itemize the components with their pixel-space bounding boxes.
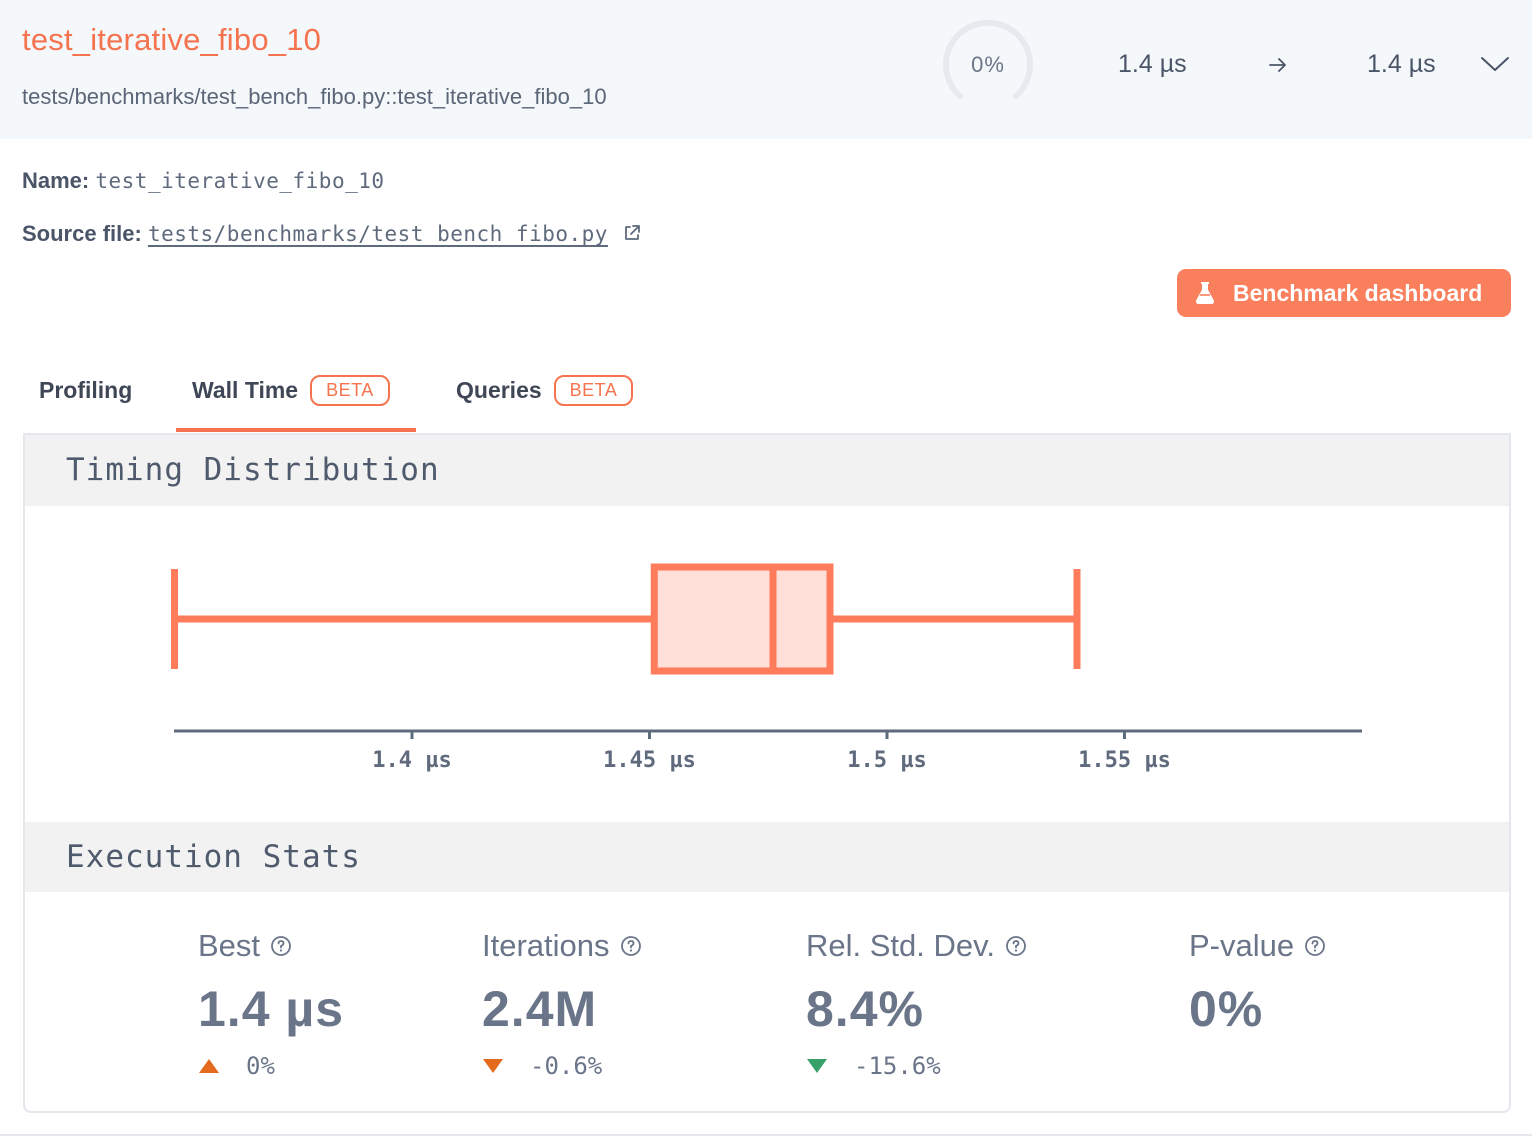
tab-wall-time[interactable]: Wall Time BETA — [192, 375, 390, 406]
stat-change: -15.6% — [806, 1052, 1027, 1080]
stat-label-text: P-value — [1189, 928, 1295, 963]
external-link-icon[interactable] — [622, 223, 642, 243]
change-gauge-icon — [943, 19, 1033, 99]
beta-badge: BETA — [553, 375, 634, 406]
page-divider — [0, 1134, 1532, 1136]
benchmark-path: tests/benchmarks/test_bench_fibo.py::tes… — [22, 84, 607, 109]
help-icon[interactable] — [1005, 935, 1027, 957]
stat-label: Iterations — [482, 928, 642, 964]
benchmark-title: test_iterative_fibo_10 — [22, 22, 322, 57]
name-value: test_iterative_fibo_10 — [95, 169, 385, 193]
timing-distribution-heading: Timing Distribution — [25, 435, 1509, 506]
source-row: Source file: tests/benchmarks/test_bench… — [22, 221, 642, 247]
chevron-down-icon[interactable] — [1478, 52, 1512, 76]
tab-label: Wall Time — [192, 377, 299, 403]
stat-value: 0% — [1189, 981, 1264, 1037]
stat-rel-std-dev: Rel. Std. Dev. 8.4% -15.6% — [806, 928, 1027, 1080]
stat-value: 2.4M — [482, 981, 598, 1037]
stat-change-text: 0% — [246, 1052, 275, 1080]
change-percent: 0% — [971, 52, 1005, 77]
tab-label: Profiling — [39, 377, 133, 403]
source-file-link[interactable]: tests/benchmarks/test_bench_fibo.py — [147, 222, 608, 246]
stat-best: Best 1.4 µs 0% — [198, 928, 344, 1080]
stat-label: Best — [198, 928, 344, 964]
benchmark-dashboard-button[interactable]: Benchmark dashboard — [1177, 269, 1511, 317]
beta-badge: BETA — [310, 375, 390, 406]
stat-label-text: Rel. Std. Dev. — [806, 928, 995, 963]
name-row: Name: test_iterative_fibo_10 — [22, 168, 385, 194]
help-icon[interactable] — [270, 935, 292, 957]
benchmark-header[interactable]: test_iterative_fibo_10 tests/benchmarks/… — [0, 0, 1532, 139]
execution-stats-heading: Execution Stats — [25, 822, 1509, 892]
stat-change-text: -0.6% — [530, 1052, 603, 1080]
stat-change: -0.6% — [482, 1052, 642, 1080]
dashboard-button-label: Benchmark dashboard — [1233, 279, 1483, 306]
stat-change: 0% — [198, 1052, 344, 1080]
flask-icon — [1195, 282, 1215, 304]
wall-time-panel: Timing Distribution Execution Stats — [23, 433, 1511, 1113]
triangle-down-icon — [807, 1059, 827, 1073]
stat-value: 8.4% — [806, 981, 924, 1037]
arrow-right-icon — [1269, 58, 1286, 72]
stat-label-text: Iterations — [482, 928, 610, 963]
stat-p-value: P-value 0% — [1189, 928, 1326, 1038]
tab-queries[interactable]: Queries BETA — [456, 375, 634, 406]
stat-label-text: Best — [198, 928, 261, 963]
help-icon[interactable] — [620, 935, 642, 957]
stat-label: Rel. Std. Dev. — [806, 928, 1027, 964]
stat-value: 1.4 µs — [198, 981, 345, 1037]
help-icon[interactable] — [1304, 935, 1326, 957]
base-value: 1.4 µs — [1118, 50, 1187, 78]
name-label: Name: — [22, 168, 90, 193]
stat-label: P-value — [1189, 928, 1326, 964]
stat-iterations: Iterations 2.4M -0.6% — [482, 928, 642, 1080]
triangle-down-icon — [483, 1059, 503, 1073]
source-label: Source file: — [22, 221, 142, 246]
tab-label: Queries — [456, 377, 542, 403]
triangle-up-icon — [199, 1059, 219, 1073]
tab-profiling[interactable]: Profiling — [39, 377, 132, 404]
stat-change-text: -15.6% — [854, 1052, 941, 1080]
head-value: 1.4 µs — [1367, 50, 1436, 78]
active-tab-indicator — [176, 428, 416, 432]
